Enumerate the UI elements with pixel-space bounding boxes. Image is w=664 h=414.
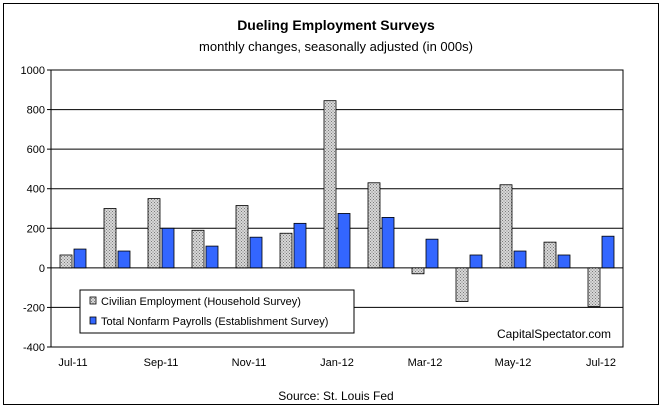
bar-household-Jan-12 (323, 100, 337, 269)
bar-household-May-12 (499, 184, 513, 269)
chart-title: Dueling Employment Surveys (237, 17, 435, 33)
legend-swatch-payrolls (89, 316, 97, 325)
bar-payrolls-Oct-11 (205, 245, 219, 269)
chart-frame: Dueling Employment Surveys monthly chang… (3, 3, 659, 405)
y-tick-label: 800 (27, 105, 45, 117)
bar-payrolls-Jun-12 (557, 254, 571, 269)
plot-area (50, 69, 624, 348)
x-tick-label: May-12 (495, 357, 532, 369)
bar-household-Feb-12 (367, 182, 381, 269)
bar-household-Mar-12 (411, 267, 425, 275)
y-tick-label: 1000 (21, 65, 45, 77)
bar-payrolls-Jan-12 (337, 213, 351, 269)
legend-swatch-household (89, 296, 97, 305)
bar-payrolls-Nov-11 (249, 236, 263, 269)
legend: Civilian Employment (Household Survey) T… (79, 289, 355, 334)
x-tick-label: Jul-11 (58, 357, 87, 369)
bar-household-Aug-11 (103, 208, 117, 269)
bar-payrolls-Aug-11 (117, 250, 131, 269)
bar-household-Oct-11 (191, 229, 205, 269)
x-tick-label: Mar-12 (408, 357, 443, 369)
bar-household-Apr-12 (455, 267, 469, 302)
bar-payrolls-Mar-12 (425, 238, 439, 269)
bar-payrolls-Apr-12 (469, 254, 483, 269)
chart-subtitle: monthly changes, seasonally adjusted (in… (199, 39, 473, 54)
y-tick-label: 600 (27, 144, 45, 156)
bar-household-Jun-12 (543, 241, 557, 269)
annotation-credit: CapitalSpectator.com (497, 327, 611, 341)
bars (59, 100, 615, 307)
x-tick-label: Jul-12 (586, 357, 616, 369)
bar-payrolls-Jul-12 (601, 235, 615, 269)
x-tick-label: Nov-11 (232, 357, 267, 369)
y-tick-label: -400 (23, 342, 45, 354)
plot-border (50, 69, 624, 348)
x-axis: Jul-11 Sep-11 Nov-11 Jan-12 Mar-12 May-12 Jul-… (58, 357, 616, 369)
source-note: Source: St. Louis Fed (278, 389, 393, 403)
y-tick-label: -200 (23, 302, 45, 314)
legend-label-household: Civilian Employment (Household Survey) (101, 296, 301, 308)
bar-household-Sep-11 (147, 198, 161, 269)
bar-household-Jul-11 (59, 254, 73, 269)
bar-payrolls-Feb-12 (381, 217, 395, 269)
bar-payrolls-Dec-11 (293, 222, 307, 269)
legend-box (79, 289, 355, 334)
bar-payrolls-May-12 (513, 250, 527, 269)
y-tick-label: 400 (27, 184, 45, 196)
y-tick-label: 0 (39, 263, 45, 275)
bar-household-Jul-12 (587, 267, 601, 307)
x-tick-label: Jan-12 (320, 357, 354, 369)
y-axis: -400 -200 0 200 400 600 800 1000 (21, 65, 51, 354)
y-tick-label: 200 (27, 223, 45, 235)
x-tick-label: Sep-11 (144, 357, 179, 369)
bar-household-Nov-11 (235, 205, 249, 269)
bar-household-Dec-11 (279, 232, 293, 269)
legend-label-payrolls: Total Nonfarm Payrolls (Establishment Su… (101, 316, 328, 328)
bar-payrolls-Jul-11 (73, 248, 87, 269)
chart-svg: Dueling Employment Surveys monthly chang… (21, 17, 624, 403)
bar-payrolls-Sep-11 (161, 227, 175, 269)
